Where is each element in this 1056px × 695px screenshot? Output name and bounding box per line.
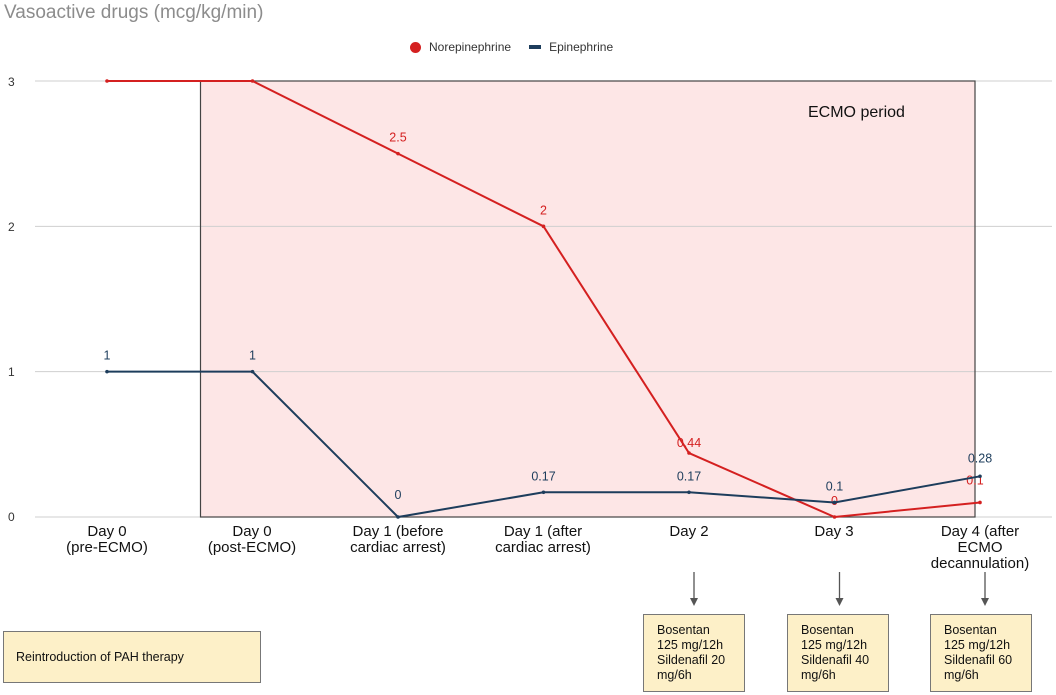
data-label: 1 xyxy=(104,349,111,363)
legend: Norepinephrine Epinephrine xyxy=(410,40,613,54)
pah-therapy-label: Reintroduction of PAH therapy xyxy=(3,631,261,683)
data-point xyxy=(396,515,400,519)
data-label: 2 xyxy=(540,203,547,217)
data-label: 2.5 xyxy=(389,131,406,145)
therapy-box-day4: Bosentan 125 mg/12h Sildenafil 60 mg/6h xyxy=(930,614,1032,692)
x-tick-label: Day 0 (pre-ECMO) xyxy=(66,523,148,556)
legend-item-norepinephrine: Norepinephrine xyxy=(410,40,511,54)
data-label: 0.17 xyxy=(677,469,701,483)
data-point xyxy=(396,151,400,156)
y-tick-label: 3 xyxy=(8,75,15,89)
chart-title: Vasoactive drugs (mcg/kg/min) xyxy=(4,2,264,23)
data-label: 0.44 xyxy=(677,436,701,450)
ecmo-period-border xyxy=(199,80,976,518)
x-tick-label: Day 3 xyxy=(814,523,854,540)
legend-marker-norepinephrine xyxy=(410,41,421,53)
x-tick-label: Day 0 (post-ECMO) xyxy=(207,523,297,556)
y-tick-label: 0 xyxy=(8,510,15,524)
data-point xyxy=(105,79,109,83)
data-point xyxy=(832,515,837,519)
data-point xyxy=(687,451,691,455)
data-label: 0 xyxy=(395,488,402,502)
data-point xyxy=(978,474,982,479)
data-point xyxy=(832,500,837,505)
x-tick-label: Day 2 xyxy=(669,523,709,540)
x-tick-label: Day 1 (before cardiac arrest) xyxy=(350,523,446,556)
legend-label-epinephrine: Epinephrine xyxy=(549,40,614,54)
data-label: 0.17 xyxy=(531,469,555,483)
ecmo-period-region xyxy=(200,81,975,517)
x-tick-label: Day 4 (after ECMO decannulation) xyxy=(930,523,1030,572)
therapy-box-day3: Bosentan 125 mg/12h Sildenafil 40 mg/6h xyxy=(787,614,889,692)
therapy-box-day2: Bosentan 125 mg/12h Sildenafil 20 mg/6h xyxy=(643,614,745,692)
arrow-head xyxy=(835,598,844,606)
data-point xyxy=(978,500,982,505)
data-point xyxy=(250,79,255,83)
data-point xyxy=(687,490,691,495)
data-point xyxy=(105,369,109,374)
arrow-head xyxy=(981,598,989,606)
data-point xyxy=(541,490,546,495)
y-tick-label: 1 xyxy=(8,365,15,379)
ecmo-period-label: ECMO period xyxy=(808,104,905,121)
data-label: 0.28 xyxy=(968,451,992,465)
data-label: 0.1 xyxy=(826,479,843,493)
legend-label-norepinephrine: Norepinephrine xyxy=(429,40,512,54)
legend-marker-epinephrine xyxy=(529,45,542,49)
data-point xyxy=(541,224,546,229)
data-label: 1 xyxy=(249,349,256,363)
arrow-head xyxy=(690,598,698,606)
data-point xyxy=(250,369,255,374)
y-tick-label: 2 xyxy=(8,220,15,234)
legend-item-epinephrine: Epinephrine xyxy=(529,40,613,54)
x-tick-label: Day 1 (after cardiac arrest) xyxy=(495,523,591,556)
